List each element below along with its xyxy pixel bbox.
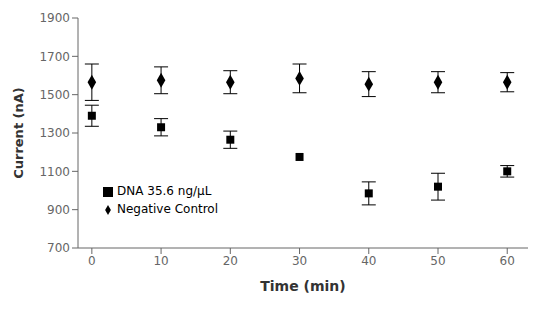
html-text:DNA 35.6 ng/μL: DNA 35.6 ng/μL — [117, 184, 212, 198]
svg-text:20: 20 — [223, 254, 238, 268]
svg-text:50: 50 — [430, 254, 445, 268]
html-text:Negative Control: Negative Control — [117, 202, 218, 216]
svg-text:1300: 1300 — [39, 126, 70, 140]
svg-text:Time (min): Time (min) — [260, 278, 345, 294]
svg-text:1100: 1100 — [39, 165, 70, 179]
svg-text:900: 900 — [47, 203, 70, 217]
svg-text:30: 30 — [292, 254, 307, 268]
svg-text:700: 700 — [47, 241, 70, 255]
svg-text:1500: 1500 — [39, 88, 70, 102]
svg-text:10: 10 — [153, 254, 168, 268]
svg-text:0: 0 — [88, 254, 96, 268]
svg-text:1700: 1700 — [39, 50, 70, 64]
svg-text:40: 40 — [361, 254, 376, 268]
svg-text:Current (nA): Current (nA) — [11, 87, 26, 179]
svg-text:60: 60 — [500, 254, 515, 268]
svg-text:1900: 1900 — [39, 11, 70, 25]
